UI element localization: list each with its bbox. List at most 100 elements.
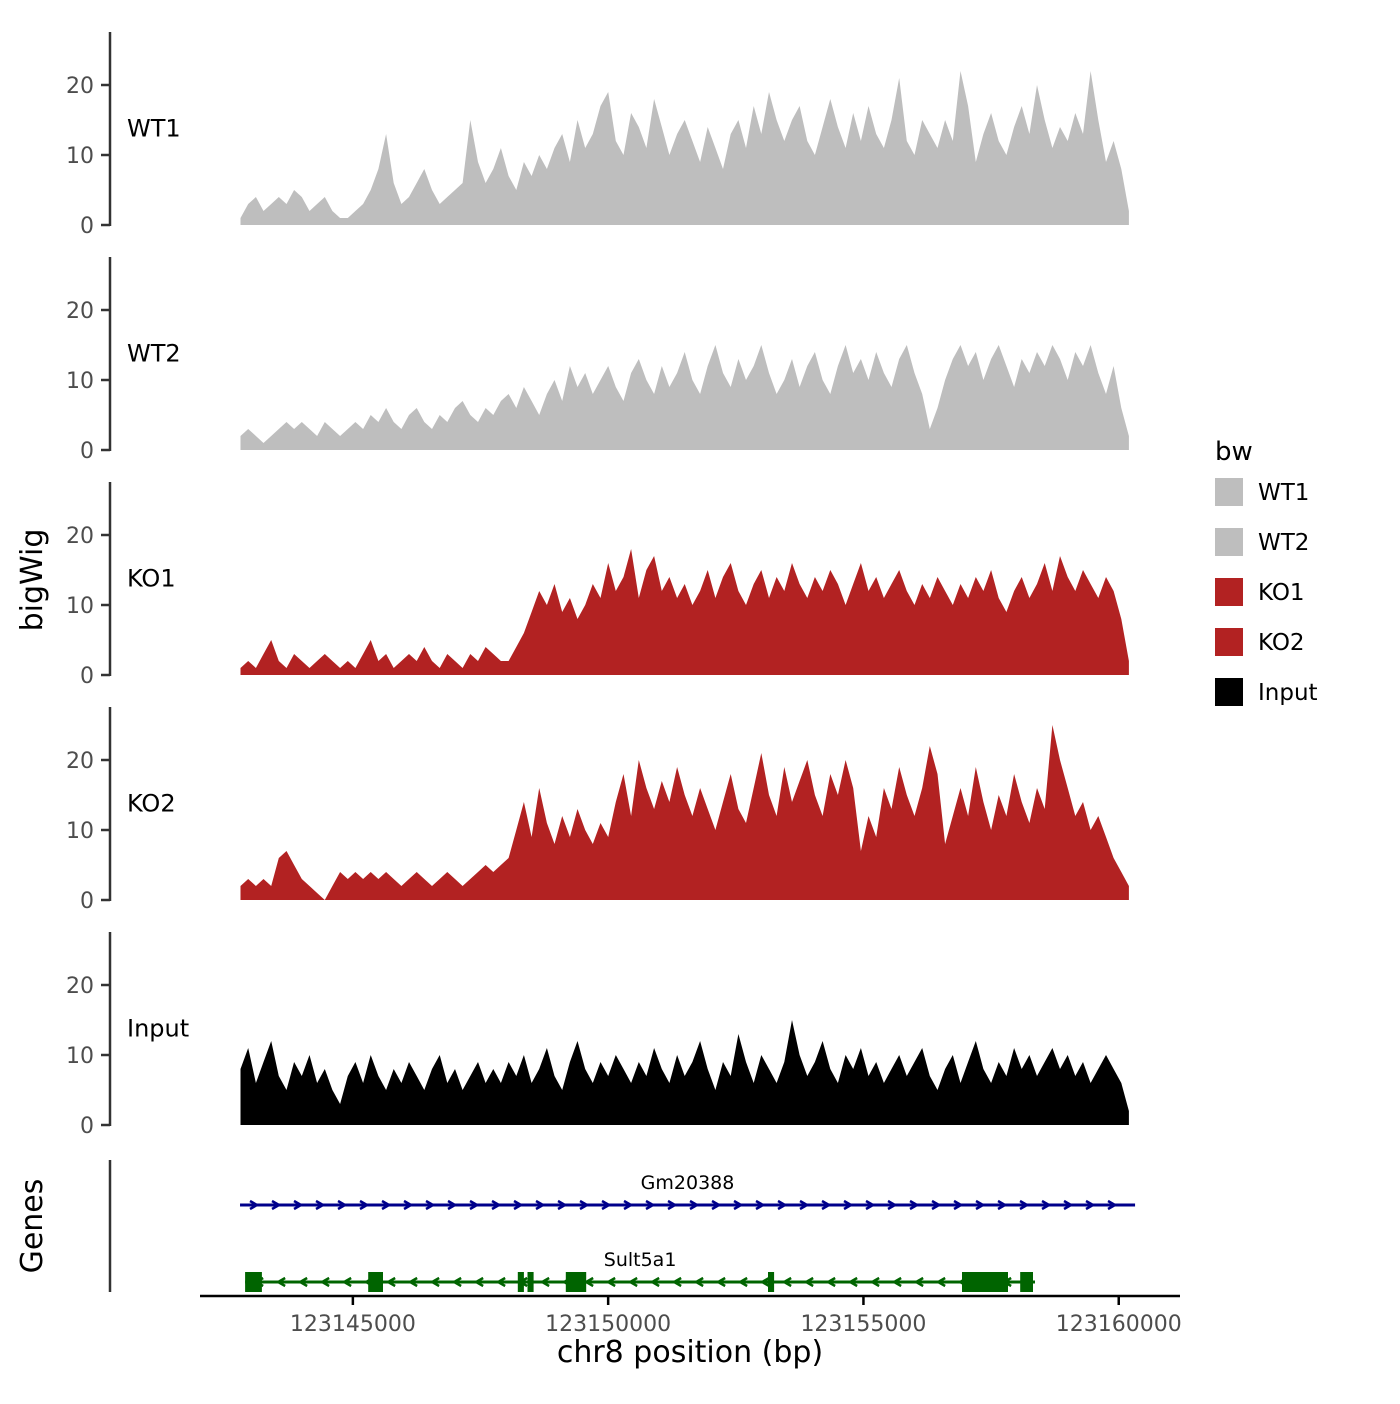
strand-arrow — [975, 1199, 986, 1211]
gene-track-panel: Gm20388 Sult5a1 — [108, 1160, 1136, 1292]
legend-label-KO2: KO2 — [1258, 630, 1305, 656]
strand-arrow — [513, 1199, 524, 1211]
coverage-area-WT2 — [240, 345, 1129, 450]
track-label-Input: Input — [127, 1015, 189, 1043]
strand-arrow — [337, 1199, 348, 1211]
strand-arrow — [623, 1199, 634, 1211]
y-tick-label: 0 — [80, 439, 94, 464]
x-axis: 123145000 123150000 123155000 123160000 — [200, 1294, 1182, 1337]
strand-arrow — [909, 1199, 920, 1211]
strand-arrow — [271, 1199, 282, 1211]
legend-label-WT2: WT2 — [1258, 530, 1309, 556]
strand-arrow — [671, 1276, 682, 1288]
strand-arrow — [931, 1199, 942, 1211]
strand-arrow — [649, 1276, 660, 1288]
strand-arrow — [1085, 1199, 1096, 1211]
strand-arrow — [843, 1199, 854, 1211]
strand-arrow — [865, 1199, 876, 1211]
strand-arrow — [403, 1199, 414, 1211]
y-tick-label: 20 — [66, 974, 94, 999]
coverage-track-panels: 0 10 20 WT1 0 10 20 WT2 0 10 20 KO1 0 10 20 KO2 0 10 20 Inp… — [66, 32, 1129, 1139]
exon — [517, 1272, 524, 1292]
strand-arrow — [733, 1199, 744, 1211]
strand-arrow — [1063, 1199, 1074, 1211]
y-tick-label: 20 — [66, 524, 94, 549]
strand-arrow — [381, 1199, 392, 1211]
track-panel-KO1: 0 10 20 KO1 — [66, 482, 1129, 689]
gene-label-Sult5a1: Sult5a1 — [604, 1249, 677, 1271]
exon — [245, 1272, 262, 1292]
strand-arrow — [667, 1199, 678, 1211]
strand-arrow — [491, 1199, 502, 1211]
legend-swatch-KO2 — [1215, 628, 1243, 656]
strand-arrow — [935, 1276, 946, 1288]
track-panel-WT2: 0 10 20 WT2 — [66, 257, 1129, 464]
strand-arrow — [1019, 1199, 1030, 1211]
strand-arrow — [645, 1199, 656, 1211]
exon — [1020, 1272, 1033, 1292]
track-label-KO1: KO1 — [127, 565, 176, 593]
track-label-WT1: WT1 — [127, 115, 181, 143]
strand-arrow — [297, 1276, 308, 1288]
strand-arrow — [407, 1276, 418, 1288]
y-tick-label: 10 — [66, 369, 94, 394]
legend: WT1 WT2 KO1 KO2 Input — [1215, 478, 1318, 706]
strand-arrow — [869, 1276, 880, 1288]
track-panel-Input: 0 10 20 Input — [66, 932, 1129, 1139]
strand-arrow — [715, 1276, 726, 1288]
y-tick-label: 10 — [66, 1044, 94, 1069]
strand-arrow — [429, 1276, 440, 1288]
legend-label-KO1: KO1 — [1258, 580, 1305, 606]
x-tick-label: 123150000 — [545, 1312, 671, 1337]
strand-arrow — [601, 1199, 612, 1211]
strand-arrow — [689, 1199, 700, 1211]
y-axis-title: bigWig — [15, 529, 50, 632]
strand-arrow — [891, 1276, 902, 1288]
legend-swatch-WT2 — [1215, 528, 1243, 556]
strand-arrow — [737, 1276, 748, 1288]
y-tick-label: 0 — [80, 664, 94, 689]
strand-arrow — [1107, 1199, 1118, 1211]
y-tick-label: 0 — [80, 214, 94, 239]
strand-arrow — [249, 1199, 260, 1211]
strand-arrow — [557, 1199, 568, 1211]
strand-arrow — [293, 1199, 304, 1211]
strand-arrow — [953, 1199, 964, 1211]
legend-label-Input: Input — [1258, 680, 1318, 706]
strand-arrow — [359, 1199, 370, 1211]
strand-arrow — [887, 1199, 898, 1211]
strand-arrow — [579, 1199, 590, 1211]
y-tick-label: 0 — [80, 889, 94, 914]
exon — [368, 1272, 383, 1292]
strand-arrow — [847, 1276, 858, 1288]
strand-arrow — [469, 1199, 480, 1211]
x-tick-label: 123145000 — [290, 1312, 416, 1337]
x-axis-title: chr8 position (bp) — [557, 1335, 823, 1370]
strand-arrow — [275, 1276, 286, 1288]
gene-label-Gm20388: Gm20388 — [641, 1172, 735, 1194]
track-panel-KO2: 0 10 20 KO2 — [66, 707, 1129, 914]
legend-title: bw — [1215, 437, 1253, 467]
strand-arrow — [825, 1276, 836, 1288]
strand-arrow — [605, 1276, 616, 1288]
strand-arrow — [425, 1199, 436, 1211]
y-tick-label: 10 — [66, 819, 94, 844]
track-panel-WT1: 0 10 20 WT1 — [66, 32, 1129, 239]
strand-arrow — [1041, 1199, 1052, 1211]
genes-axis-title: Genes — [15, 1179, 50, 1274]
exon — [962, 1272, 1008, 1292]
y-tick-label: 20 — [66, 74, 94, 99]
legend-swatch-WT1 — [1215, 478, 1243, 506]
strand-arrow — [777, 1199, 788, 1211]
legend-swatch-KO1 — [1215, 578, 1243, 606]
strand-arrow — [913, 1276, 924, 1288]
strand-arrow — [385, 1276, 396, 1288]
strand-arrow — [803, 1276, 814, 1288]
gene-model-Sult5a1: Sult5a1 — [245, 1249, 1035, 1292]
track-label-KO2: KO2 — [127, 790, 176, 818]
coverage-area-KO1 — [240, 549, 1129, 675]
track-label-WT2: WT2 — [127, 340, 181, 368]
y-tick-label: 10 — [66, 594, 94, 619]
strand-arrow — [447, 1199, 458, 1211]
